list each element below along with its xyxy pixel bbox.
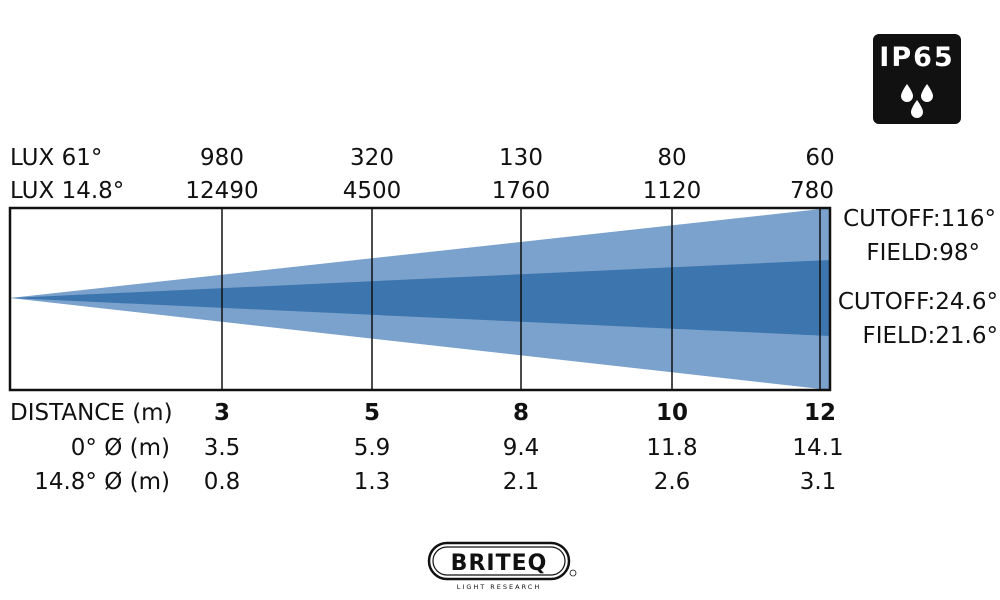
distance-label: DISTANCE (m): [10, 400, 173, 426]
diameter-narrow-value: 2.6: [653, 469, 691, 495]
diagram-frame: [8, 206, 832, 392]
lux-narrow-value: 780: [790, 178, 834, 204]
water-drops-icon: [901, 84, 933, 118]
diameter-narrow-value: 3.1: [799, 469, 837, 495]
diameter-narrow-value: 0.8: [203, 469, 241, 495]
distance-value: 5: [363, 400, 381, 426]
distance-value: 12: [803, 400, 837, 426]
lux-wide-value: 130: [499, 145, 543, 171]
lux-wide-value: 980: [200, 145, 244, 171]
logo-text: BRITEQ: [451, 551, 548, 576]
diameter-narrow-value: 2.1: [502, 469, 540, 495]
ip65-badge: IP65: [873, 34, 961, 124]
distance-value: 3: [213, 400, 231, 426]
ip65-text: IP65: [879, 42, 955, 73]
lux-narrow-label: LUX 14.8°: [10, 178, 125, 204]
diameter-wide-value: 14.1: [792, 435, 844, 461]
diameter-narrow-label: 14.8° Ø (m): [34, 469, 170, 495]
inner-field-label: FIELD:21.6°: [862, 323, 998, 349]
diameter-wide-value: 3.5: [203, 435, 241, 461]
outer-cutoff-label: CUTOFF:116°: [843, 206, 996, 232]
lux-wide-label: LUX 61°: [10, 145, 103, 171]
diameter-wide-value: 9.4: [502, 435, 540, 461]
lux-wide-value: 60: [805, 145, 835, 171]
distance-value: 10: [655, 400, 689, 426]
diameter-wide-value: 5.9: [353, 435, 391, 461]
diameter-narrow-value: 1.3: [353, 469, 391, 495]
briteq-logo: BRITEQ LIGHT RESEARCH: [427, 540, 577, 592]
inner-beam: [10, 260, 830, 336]
lux-wide-value: 320: [350, 145, 394, 171]
diameter-wide-value: 11.8: [646, 435, 698, 461]
lux-wide-value: 80: [657, 145, 687, 171]
lux-narrow-value: 1760: [491, 178, 551, 204]
lux-narrow-value: 12490: [185, 178, 259, 204]
outer-field-label: FIELD:98°: [866, 240, 980, 266]
lux-narrow-value: 4500: [342, 178, 402, 204]
inner-cutoff-label: CUTOFF:24.6°: [837, 289, 998, 315]
distance-value: 8: [512, 400, 530, 426]
lux-narrow-value: 1120: [642, 178, 702, 204]
distance-lines: [221, 208, 821, 390]
diameter-wide-label: 0° Ø (m): [70, 435, 170, 461]
logo-subtext: LIGHT RESEARCH: [457, 583, 541, 591]
